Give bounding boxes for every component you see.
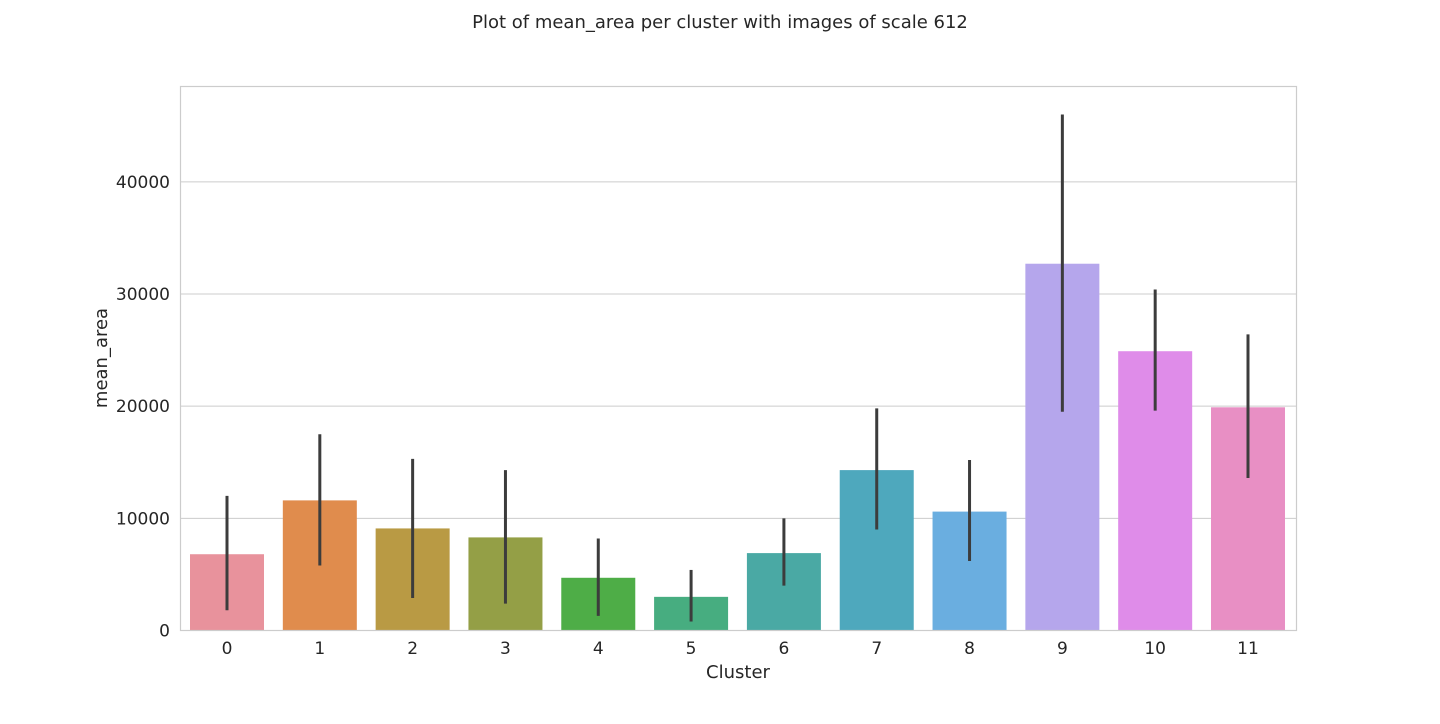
x-tick-label: 10 <box>1144 639 1166 659</box>
plot-frame <box>179 85 1298 632</box>
x-axis-ticks: 0 1 2 3 4 5 6 7 8 9 10 11 <box>222 639 1259 659</box>
grid-lines <box>180 181 1297 519</box>
x-tick-label: 1 <box>314 639 325 659</box>
y-axis-ticks: 0 10000 20000 30000 40000 <box>116 173 170 642</box>
x-tick-label: 9 <box>1057 639 1068 659</box>
x-tick-label: 3 <box>500 639 511 659</box>
y-tick-label: 40000 <box>116 173 170 193</box>
x-tick-label: 6 <box>778 639 789 659</box>
x-tick-label: 7 <box>871 639 882 659</box>
x-tick-label: 5 <box>686 639 697 659</box>
y-tick-label: 10000 <box>116 509 170 529</box>
bars <box>190 263 1285 631</box>
y-tick-label: 30000 <box>116 285 170 305</box>
x-tick-label: 2 <box>407 639 418 659</box>
x-tick-label: 11 <box>1237 639 1259 659</box>
x-tick-label: 4 <box>593 639 604 659</box>
error-bars <box>225 114 1250 622</box>
x-tick-label: 8 <box>964 639 975 659</box>
y-tick-label: 0 <box>159 622 170 642</box>
y-axis-label: mean_area <box>91 308 112 408</box>
y-tick-label: 20000 <box>116 397 170 417</box>
x-axis-label: Cluster <box>706 662 770 683</box>
x-tick-label: 0 <box>222 639 233 659</box>
chart-title: Plot of mean_area per cluster with image… <box>472 12 968 33</box>
